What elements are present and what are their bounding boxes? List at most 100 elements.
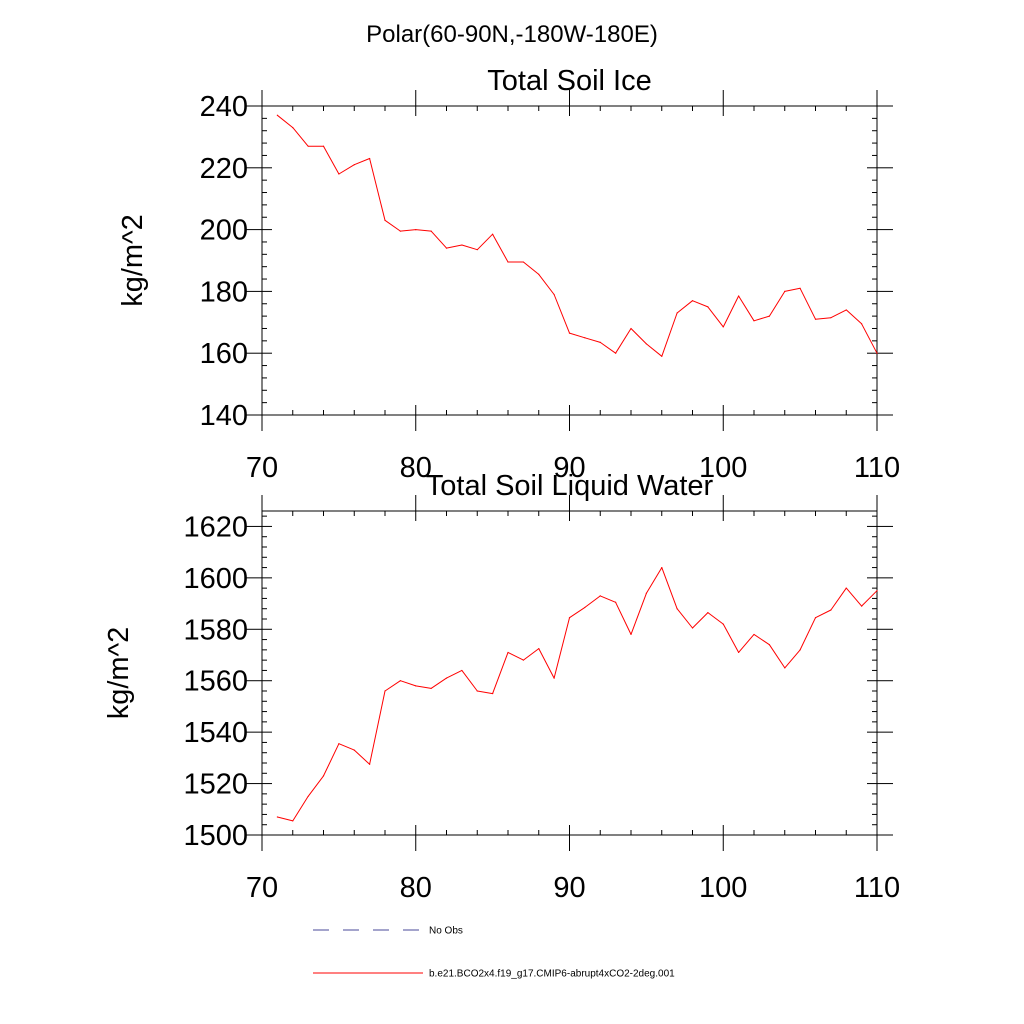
data-point — [322, 775, 325, 777]
data-point — [384, 690, 386, 692]
data-point — [676, 312, 678, 314]
plot-frame — [261, 105, 878, 416]
y-axis-label: kg/m^2 — [117, 214, 149, 307]
series-line-1 — [277, 114, 878, 357]
y-tick-label: 180 — [200, 276, 248, 308]
data-point — [845, 309, 847, 311]
y-tick-label: 1580 — [183, 614, 248, 646]
x-tick-label: 110 — [854, 452, 900, 484]
data-point — [538, 273, 540, 276]
data-point — [615, 601, 617, 603]
legend-label-no-obs: No Obs — [429, 926, 463, 937]
data-point — [845, 587, 847, 589]
y-tick-label: 240 — [200, 91, 248, 123]
data-point — [322, 145, 325, 147]
data-point — [630, 327, 632, 330]
data-point — [753, 320, 755, 322]
data-point — [645, 592, 647, 594]
data-point — [276, 816, 278, 818]
y-tick-label: 1560 — [183, 666, 248, 698]
data-point — [738, 651, 740, 654]
data-point — [415, 229, 417, 231]
y-tick-label: 1620 — [183, 511, 248, 543]
data-point — [861, 323, 863, 325]
data-point — [768, 644, 770, 646]
data-point — [369, 157, 371, 160]
data-point — [799, 287, 801, 289]
data-point — [369, 763, 371, 765]
data-point — [399, 680, 401, 682]
data-point — [876, 590, 878, 592]
data-point — [461, 244, 463, 246]
data-point — [307, 145, 309, 147]
data-point — [753, 633, 755, 636]
data-point — [599, 341, 601, 343]
data-point — [707, 611, 709, 614]
data-point — [784, 667, 786, 669]
data-point — [399, 230, 401, 232]
y-tick-label: 1540 — [183, 717, 248, 749]
data-point — [768, 315, 770, 317]
data-point — [492, 692, 494, 695]
data-point — [476, 690, 478, 692]
data-point — [445, 677, 448, 679]
data-point — [276, 114, 278, 116]
y-tick-label: 1600 — [183, 563, 248, 595]
data-point — [584, 606, 586, 609]
data-point — [661, 566, 663, 569]
y-tick-label: 160 — [200, 338, 248, 370]
data-point — [830, 317, 832, 319]
data-point — [861, 605, 863, 607]
data-point — [876, 352, 878, 354]
data-point — [615, 352, 617, 354]
data-point — [507, 261, 509, 263]
y-axis-label: kg/m^2 — [103, 627, 135, 720]
data-point — [353, 164, 355, 166]
data-point — [553, 293, 555, 296]
x-tick-label: 100 — [699, 872, 747, 904]
data-point — [415, 685, 417, 687]
data-point — [722, 326, 724, 328]
data-point — [738, 295, 740, 297]
data-point — [338, 173, 340, 175]
x-tick-label: 80 — [400, 452, 432, 484]
data-point — [568, 617, 571, 619]
data-point — [492, 233, 494, 235]
data-point — [630, 633, 632, 636]
data-point — [553, 677, 555, 679]
data-point — [307, 795, 309, 798]
data-point — [507, 651, 509, 654]
y-tick-label: 220 — [200, 153, 248, 185]
data-point — [461, 669, 463, 672]
y-tick-label: 200 — [200, 215, 248, 247]
legend-label-model: b.e21.BCO2x4.f19_g17.CMIP6-abrupt4xCO2-2… — [429, 969, 675, 980]
x-tick-label: 70 — [246, 452, 278, 484]
legend: No Obs b.e21.BCO2x4.f19_g17.CMIP6-abrupt… — [313, 926, 675, 980]
data-point — [814, 318, 817, 320]
data-point — [522, 261, 524, 263]
data-point — [814, 617, 817, 619]
data-point — [430, 230, 432, 232]
data-point — [292, 127, 294, 129]
data-point — [568, 332, 571, 334]
data-point — [384, 219, 386, 221]
data-point — [584, 337, 586, 339]
data-point — [538, 647, 540, 650]
x-tick-label: 70 — [246, 872, 278, 904]
data-point — [784, 290, 786, 292]
x-tick-label: 110 — [854, 872, 900, 904]
data-point — [676, 608, 678, 610]
data-point — [661, 355, 663, 357]
data-point — [353, 749, 355, 751]
data-point — [691, 627, 694, 629]
data-point — [722, 623, 724, 625]
page-title: Polar(60-90N,-180W-180E) — [366, 21, 658, 48]
x-tick-label: 90 — [553, 872, 585, 904]
data-point — [707, 306, 709, 308]
data-point — [292, 820, 294, 822]
y-tick-label: 140 — [200, 400, 248, 432]
